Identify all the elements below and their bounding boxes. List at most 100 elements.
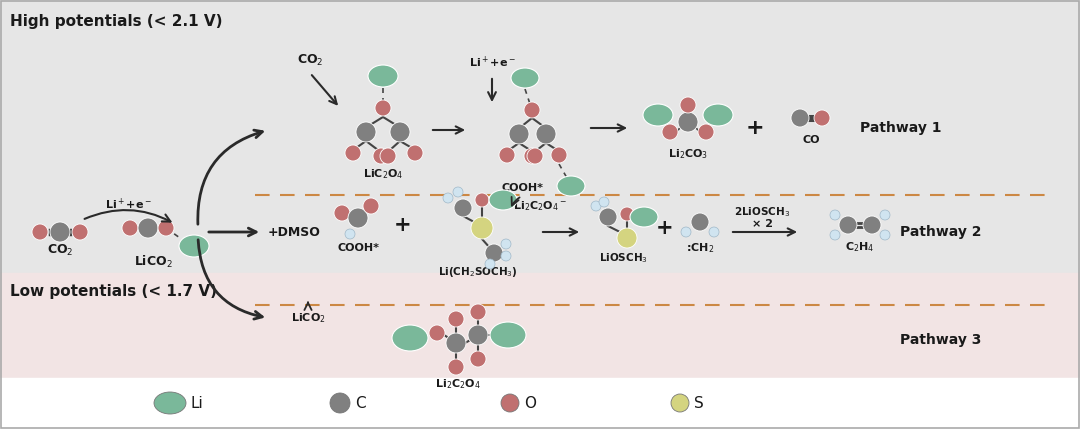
Circle shape xyxy=(678,112,698,132)
Circle shape xyxy=(501,251,511,261)
Text: +: + xyxy=(657,218,674,238)
Text: 2LiOSCH$_3$: 2LiOSCH$_3$ xyxy=(734,205,791,219)
Ellipse shape xyxy=(330,393,350,413)
Circle shape xyxy=(617,228,637,248)
Circle shape xyxy=(72,224,87,240)
Ellipse shape xyxy=(179,235,210,257)
Circle shape xyxy=(791,109,809,127)
Circle shape xyxy=(814,110,831,126)
Ellipse shape xyxy=(630,207,658,227)
Circle shape xyxy=(599,197,609,207)
Circle shape xyxy=(454,199,472,217)
Ellipse shape xyxy=(557,176,585,196)
Circle shape xyxy=(345,229,355,239)
Ellipse shape xyxy=(511,68,539,88)
Ellipse shape xyxy=(501,394,519,412)
Circle shape xyxy=(390,122,410,142)
Text: LiCO$_2$: LiCO$_2$ xyxy=(291,311,325,325)
Circle shape xyxy=(499,147,515,163)
Circle shape xyxy=(485,259,495,269)
Circle shape xyxy=(536,124,556,144)
Circle shape xyxy=(662,124,678,140)
Circle shape xyxy=(446,333,465,353)
Circle shape xyxy=(471,217,492,239)
Text: COOH*: COOH* xyxy=(501,183,543,193)
Text: CO$_2$: CO$_2$ xyxy=(46,242,73,257)
Text: O: O xyxy=(524,396,536,411)
Circle shape xyxy=(863,216,881,234)
Text: Pathway 3: Pathway 3 xyxy=(900,333,982,347)
Ellipse shape xyxy=(490,322,526,348)
Ellipse shape xyxy=(703,104,733,126)
Circle shape xyxy=(831,210,840,220)
Circle shape xyxy=(599,208,617,226)
Circle shape xyxy=(475,193,489,207)
Text: +: + xyxy=(394,215,411,235)
Ellipse shape xyxy=(392,325,428,351)
Ellipse shape xyxy=(643,104,673,126)
Text: Li(CH$_2$SOCH$_3$): Li(CH$_2$SOCH$_3$) xyxy=(438,265,518,279)
Circle shape xyxy=(591,201,600,211)
Circle shape xyxy=(470,351,486,367)
Circle shape xyxy=(375,100,391,116)
Text: Low potentials (< 1.7 V): Low potentials (< 1.7 V) xyxy=(10,284,217,299)
Circle shape xyxy=(468,325,488,345)
Text: :CH$_2$: :CH$_2$ xyxy=(686,241,714,255)
Circle shape xyxy=(122,220,138,236)
Bar xyxy=(0,273,1080,379)
Circle shape xyxy=(407,145,423,161)
Circle shape xyxy=(831,230,840,240)
Text: C$_2$H$_4$: C$_2$H$_4$ xyxy=(846,240,875,254)
Text: LiOSCH$_3$: LiOSCH$_3$ xyxy=(598,251,648,265)
Text: CO: CO xyxy=(802,135,820,145)
Circle shape xyxy=(158,220,174,236)
Circle shape xyxy=(373,148,389,164)
Ellipse shape xyxy=(671,394,689,412)
Text: Li$_2$C$_2$O$_4$$^-$: Li$_2$C$_2$O$_4$$^-$ xyxy=(513,199,567,213)
Circle shape xyxy=(485,244,503,262)
Circle shape xyxy=(380,148,396,164)
Circle shape xyxy=(363,198,379,214)
Circle shape xyxy=(32,224,48,240)
Circle shape xyxy=(345,145,361,161)
Text: Li$^+$+e$^-$: Li$^+$+e$^-$ xyxy=(105,196,151,211)
Bar xyxy=(0,0,1080,273)
Circle shape xyxy=(348,208,368,228)
Text: +: + xyxy=(745,118,765,138)
Circle shape xyxy=(443,193,453,203)
Text: C: C xyxy=(355,396,366,411)
Ellipse shape xyxy=(489,190,517,210)
Bar xyxy=(0,378,1080,429)
Circle shape xyxy=(681,227,691,237)
Circle shape xyxy=(524,148,540,164)
Circle shape xyxy=(356,122,376,142)
Circle shape xyxy=(448,359,464,375)
Circle shape xyxy=(509,124,529,144)
Text: Pathway 2: Pathway 2 xyxy=(900,225,982,239)
Circle shape xyxy=(880,210,890,220)
Circle shape xyxy=(691,213,708,231)
Ellipse shape xyxy=(154,392,186,414)
Text: × 2: × 2 xyxy=(752,219,772,229)
Circle shape xyxy=(527,148,543,164)
Circle shape xyxy=(334,205,350,221)
Text: +DMSO: +DMSO xyxy=(268,226,321,239)
Circle shape xyxy=(680,97,696,113)
Circle shape xyxy=(453,187,463,197)
Circle shape xyxy=(880,230,890,240)
Circle shape xyxy=(708,227,719,237)
Circle shape xyxy=(620,207,634,221)
Circle shape xyxy=(429,325,445,341)
Circle shape xyxy=(698,124,714,140)
Text: Li: Li xyxy=(191,396,204,411)
Circle shape xyxy=(470,304,486,320)
Circle shape xyxy=(448,311,464,327)
Text: Li$_2$CO$_3$: Li$_2$CO$_3$ xyxy=(667,147,708,161)
Text: Li$_2$C$_2$O$_4$: Li$_2$C$_2$O$_4$ xyxy=(435,377,481,391)
Circle shape xyxy=(138,218,158,238)
Text: Li$^+$+e$^-$: Li$^+$+e$^-$ xyxy=(469,54,515,69)
Text: COOH*: COOH* xyxy=(337,243,379,253)
Text: CO$_2$: CO$_2$ xyxy=(297,52,323,67)
Circle shape xyxy=(839,216,858,234)
Text: LiC$_2$O$_4$: LiC$_2$O$_4$ xyxy=(363,167,403,181)
